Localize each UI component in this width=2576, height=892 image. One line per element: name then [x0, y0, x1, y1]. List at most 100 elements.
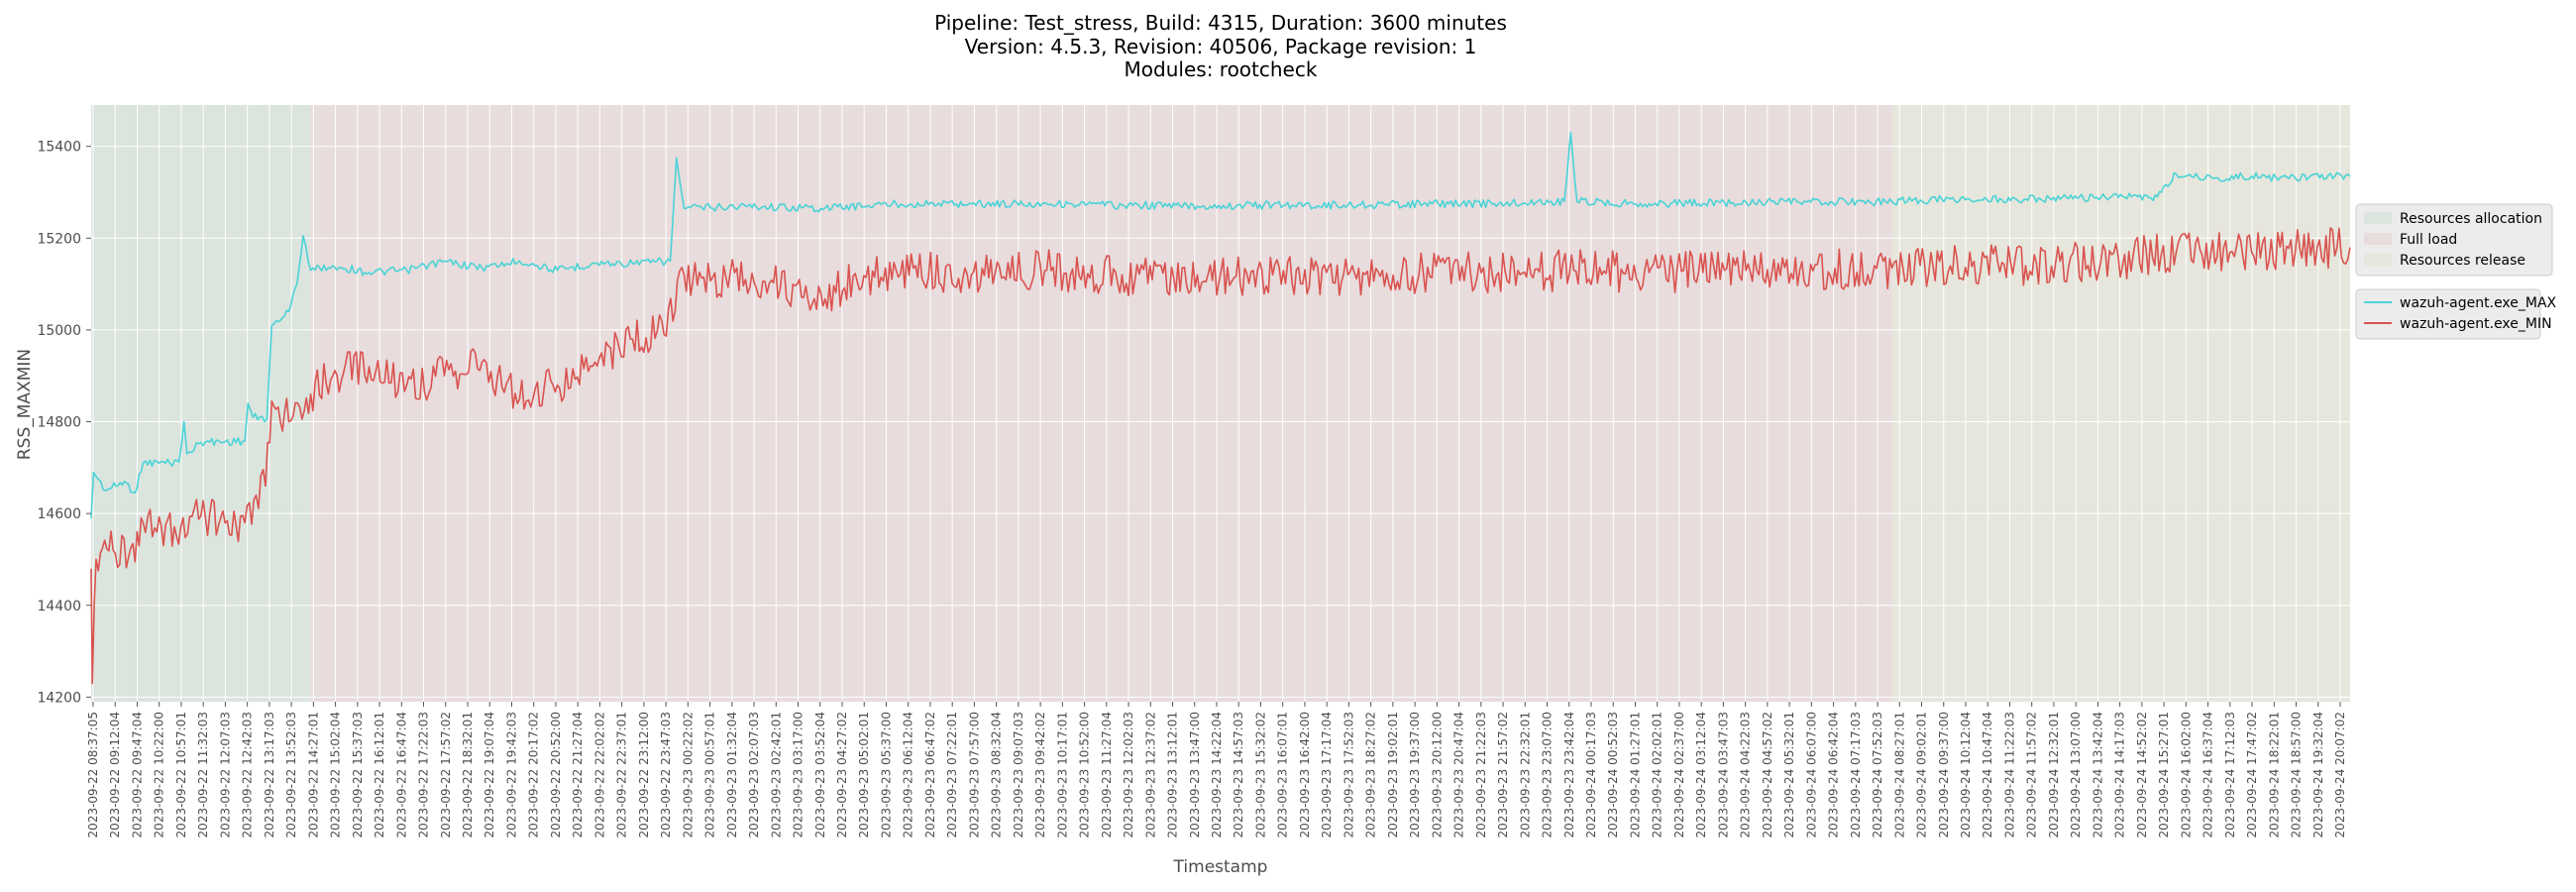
- legend-phase-label-2: Resources release: [2400, 253, 2525, 269]
- x-tick-label: 2023-09-23 00:22:02: [681, 712, 695, 837]
- x-tick-label: 2023-09-24 10:12:04: [1959, 712, 1973, 837]
- x-tick-label: 2023-09-22 19:42:03: [504, 712, 518, 837]
- x-tick-label: 2023-09-23 03:52:04: [813, 712, 827, 837]
- x-tick-label: 2023-09-24 13:07:00: [2069, 712, 2083, 837]
- x-tick-label: 2023-09-22 09:12:04: [108, 712, 122, 837]
- x-tick-label: 2023-09-23 09:07:03: [1012, 712, 1025, 837]
- x-tick-label: 2023-09-24 20:07:02: [2333, 712, 2347, 837]
- x-tick-label: 2023-09-24 09:37:00: [1937, 712, 1951, 837]
- legend-series-label-0: wazuh-agent.exe_MAX: [2400, 295, 2557, 311]
- phase-bands: [91, 105, 2350, 702]
- x-tick-label: 2023-09-22 12:42:03: [241, 712, 255, 837]
- x-tick-label: 2023-09-23 16:07:01: [1276, 712, 1290, 837]
- x-tick-label: 2023-09-22 13:52:03: [284, 712, 298, 837]
- x-tick-label: 2023-09-24 00:52:03: [1606, 712, 1620, 837]
- x-tick-label: 2023-09-22 16:12:01: [373, 712, 386, 837]
- x-tick-label: 2023-09-24 11:57:02: [2025, 712, 2039, 837]
- x-tick-label: 2023-09-24 16:37:04: [2201, 712, 2215, 837]
- x-tick-label: 2023-09-23 21:57:02: [1496, 712, 1510, 837]
- x-tick-label: 2023-09-23 15:32:02: [1253, 712, 1267, 837]
- x-tick-label: 2023-09-23 20:12:00: [1430, 712, 1444, 837]
- x-tick-label: 2023-09-24 16:02:00: [2179, 712, 2193, 837]
- x-tick-label: 2023-09-24 02:37:00: [1672, 712, 1686, 837]
- x-tick-label: 2023-09-24 05:32:01: [1782, 712, 1796, 837]
- x-tick-label: 2023-09-22 17:57:02: [439, 712, 453, 837]
- x-tick-label: 2023-09-23 10:17:01: [1055, 712, 1069, 837]
- x-axis: 2023-09-22 08:37:05 2023-09-22 09:12:04 20…: [86, 702, 2347, 837]
- x-tick-label: 2023-09-23 00:57:01: [703, 712, 717, 837]
- x-tick-label: 2023-09-24 06:07:00: [1804, 712, 1818, 837]
- x-tick-label: 2023-09-22 22:37:01: [615, 712, 629, 837]
- x-tick-label: 2023-09-23 23:42:04: [1562, 712, 1576, 837]
- y-tick-label: 15400: [37, 140, 81, 156]
- x-tick-label: 2023-09-22 14:27:01: [306, 712, 320, 837]
- x-tick-label: 2023-09-24 18:22:01: [2267, 712, 2281, 837]
- x-tick-label: 2023-09-23 17:52:03: [1342, 712, 1355, 837]
- x-tick-label: 2023-09-23 14:57:03: [1232, 712, 1245, 837]
- legend-series-label-1: wazuh-agent.exe_MIN: [2400, 316, 2552, 332]
- x-tick-label: 2023-09-23 20:47:04: [1452, 712, 1466, 837]
- x-tick-label: 2023-09-22 21:27:04: [571, 712, 585, 837]
- grid-lines: [91, 105, 2350, 702]
- x-tick-label: 2023-09-23 06:47:02: [923, 712, 937, 837]
- x-axis-label: Timestamp: [1173, 857, 1268, 877]
- x-tick-label: 2023-09-22 12:07:03: [218, 712, 232, 837]
- x-tick-label: 2023-09-23 13:47:00: [1188, 712, 1202, 837]
- x-tick-label: 2023-09-23 05:37:00: [879, 712, 893, 837]
- x-tick-label: 2023-09-23 10:52:00: [1078, 712, 1092, 837]
- x-tick-label: 2023-09-24 03:12:04: [1694, 712, 1708, 837]
- x-tick-label: 2023-09-23 07:57:00: [967, 712, 981, 837]
- x-tick-label: 2023-09-23 12:37:02: [1143, 712, 1157, 837]
- legend-phase-label-1: Full load: [2400, 232, 2457, 248]
- x-tick-label: 2023-09-22 20:52:00: [549, 712, 563, 837]
- x-tick-label: 2023-09-23 04:27:02: [835, 712, 849, 837]
- title-line-1: Pipeline: Test_stress, Build: 4315, Dura…: [934, 11, 1507, 35]
- title-line-3: Modules: rootcheck: [1125, 57, 1318, 81]
- x-tick-label: 2023-09-23 01:32:04: [725, 712, 739, 837]
- x-tick-label: 2023-09-24 03:47:03: [1716, 712, 1730, 837]
- x-tick-label: 2023-09-22 17:22:03: [417, 712, 431, 837]
- x-tick-label: 2023-09-23 08:32:04: [990, 712, 1004, 837]
- x-tick-label: 2023-09-24 00:17:03: [1584, 712, 1598, 837]
- x-tick-label: 2023-09-24 13:42:04: [2091, 712, 2104, 837]
- x-tick-label: 2023-09-24 02:02:01: [1651, 712, 1664, 837]
- x-tick-label: 2023-09-24 04:57:02: [1761, 712, 1774, 837]
- x-tick-label: 2023-09-24 04:22:03: [1739, 712, 1753, 837]
- x-tick-label: 2023-09-22 11:32:03: [196, 712, 210, 837]
- x-tick-label: 2023-09-23 14:22:04: [1210, 712, 1224, 837]
- plot-area: [90, 105, 2351, 702]
- x-tick-label: 2023-09-24 15:27:01: [2157, 712, 2171, 837]
- x-tick-label: 2023-09-23 21:22:03: [1474, 712, 1488, 837]
- y-axis-label: RSS_MAXMIN: [15, 349, 35, 460]
- x-tick-label: 2023-09-24 08:27:01: [1892, 712, 1906, 837]
- series-line-1: [90, 227, 2351, 685]
- x-tick-label: 2023-09-23 07:22:01: [945, 712, 959, 837]
- x-tick-label: 2023-09-24 11:22:03: [2002, 712, 2016, 837]
- x-tick-label: 2023-09-24 14:52:02: [2135, 712, 2149, 837]
- x-tick-label: 2023-09-23 18:27:02: [1364, 712, 1378, 837]
- y-tick-label: 15200: [37, 231, 81, 247]
- phase-band-1: [310, 105, 1892, 702]
- legend-phase-swatch-1: [2364, 233, 2392, 245]
- x-tick-label: 2023-09-23 03:17:00: [792, 712, 805, 837]
- x-tick-label: 2023-09-23 12:02:03: [1122, 712, 1135, 837]
- legend-phases-frame: [2355, 203, 2553, 277]
- x-tick-label: 2023-09-24 07:52:03: [1871, 712, 1884, 837]
- x-tick-label: 2023-09-22 16:47:04: [394, 712, 408, 837]
- x-tick-label: 2023-09-24 12:32:01: [2047, 712, 2061, 837]
- x-tick-label: 2023-09-23 02:42:01: [769, 712, 783, 837]
- phase-band-0: [91, 105, 311, 702]
- title-line-2: Version: 4.5.3, Revision: 40506, Package…: [965, 35, 1477, 58]
- x-tick-label: 2023-09-23 22:32:01: [1518, 712, 1532, 837]
- x-tick-label: 2023-09-24 18:57:00: [2290, 712, 2304, 837]
- x-tick-label: 2023-09-24 07:17:03: [1849, 712, 1863, 837]
- x-tick-label: 2023-09-23 17:17:04: [1320, 712, 1334, 837]
- x-tick-label: 2023-09-22 09:47:04: [130, 712, 144, 837]
- legend-phase-swatch-2: [2364, 254, 2392, 266]
- x-tick-label: 2023-09-24 19:32:04: [2311, 712, 2325, 837]
- x-tick-label: 2023-09-22 18:32:01: [461, 712, 475, 837]
- series-line-0: [90, 132, 2351, 518]
- legend-series-frame: [2355, 288, 2541, 340]
- x-tick-label: 2023-09-22 08:37:05: [86, 712, 100, 837]
- x-tick-label: 2023-09-23 16:42:00: [1298, 712, 1312, 837]
